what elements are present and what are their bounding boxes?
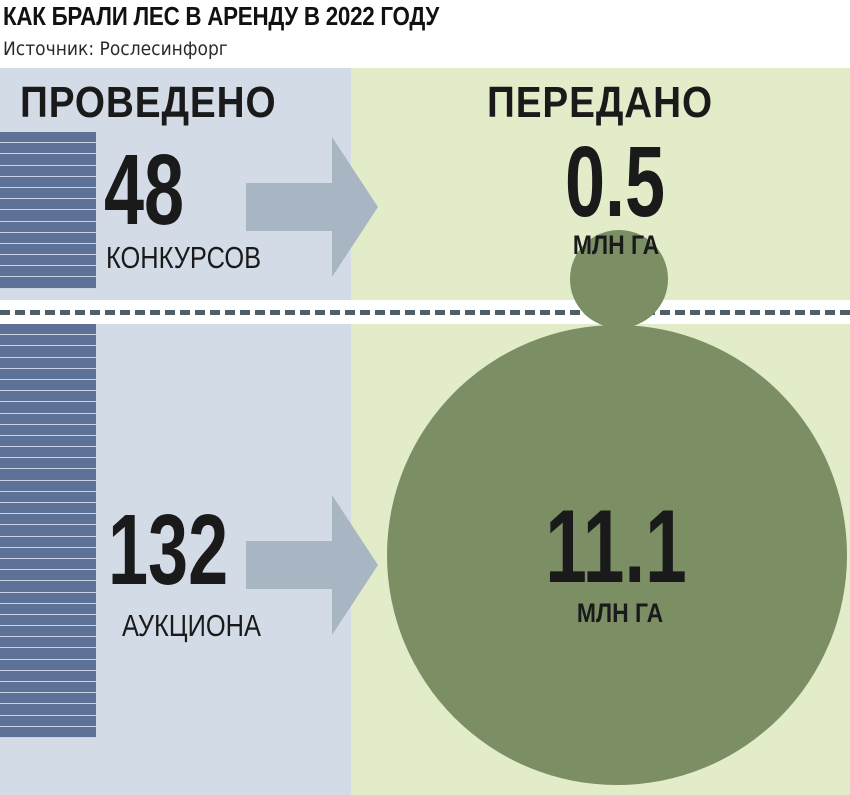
contest-unit — [0, 132, 96, 143]
transferred-header: ПЕРЕДАНО — [487, 78, 713, 128]
auction-unit — [0, 414, 96, 425]
contests-count: 48 — [104, 140, 184, 240]
chart-source: Источник: Рослесинфорг — [3, 38, 228, 60]
auctions-label: АУКЦИОНА — [122, 610, 261, 641]
auctions-arrow-shape — [246, 495, 378, 635]
auction-unit — [0, 570, 96, 581]
auction-unit — [0, 716, 96, 727]
auction-unit — [0, 425, 96, 436]
auction-unit — [0, 548, 96, 559]
contest-unit — [0, 177, 96, 188]
auction-unit — [0, 626, 96, 637]
auction-unit — [0, 335, 96, 346]
auction-unit — [0, 346, 96, 357]
contest-unit — [0, 154, 96, 165]
auction-unit — [0, 559, 96, 570]
auction-unit — [0, 604, 96, 615]
contests-unit-bars — [0, 132, 96, 300]
contest-unit — [0, 233, 96, 244]
auction-unit — [0, 324, 96, 335]
auction-unit — [0, 671, 96, 682]
contest-unit — [0, 255, 96, 266]
auction-unit — [0, 637, 96, 648]
auction-unit — [0, 436, 96, 447]
auction-unit — [0, 660, 96, 671]
chart-title: КАК БРАЛИ ЛЕС В АРЕНДУ В 2022 ГОДУ — [3, 1, 439, 32]
dashed-divider — [0, 310, 850, 315]
auction-unit — [0, 503, 96, 514]
auction-unit — [0, 514, 96, 525]
auction-unit — [0, 525, 96, 536]
auctions-area-unit: МЛН ГА — [577, 600, 663, 627]
auction-unit — [0, 447, 96, 458]
auction-unit — [0, 380, 96, 391]
auction-unit — [0, 492, 96, 503]
contest-unit — [0, 244, 96, 255]
auction-unit — [0, 704, 96, 715]
auction-unit — [0, 537, 96, 548]
contests-arrow-shape — [246, 137, 378, 277]
auctions-area-value: 11.1 — [545, 495, 687, 599]
contest-unit — [0, 277, 96, 288]
auction-unit — [0, 481, 96, 492]
auction-unit — [0, 458, 96, 469]
contests-area-value: 0.5 — [565, 132, 665, 232]
auctions-unit-bars — [0, 324, 96, 795]
contest-unit — [0, 199, 96, 210]
auction-unit — [0, 693, 96, 704]
auction-unit — [0, 682, 96, 693]
contest-unit — [0, 188, 96, 199]
auction-unit — [0, 648, 96, 659]
auction-unit — [0, 391, 96, 402]
auction-unit — [0, 369, 96, 380]
contest-unit — [0, 210, 96, 221]
auction-unit — [0, 358, 96, 369]
auctions-arrow — [246, 495, 378, 635]
contests-arrow — [246, 137, 378, 277]
auction-unit — [0, 593, 96, 604]
auction-unit — [0, 469, 96, 480]
auctions-count: 132 — [108, 500, 228, 600]
contest-unit — [0, 266, 96, 277]
held-header: ПРОВЕДЕНО — [20, 78, 276, 128]
contest-unit — [0, 222, 96, 233]
contest-unit — [0, 166, 96, 177]
contests-label: КОНКУРСОВ — [106, 242, 261, 273]
contests-area-unit: МЛН ГА — [573, 232, 659, 259]
auction-unit — [0, 727, 96, 738]
auction-unit — [0, 581, 96, 592]
auction-unit — [0, 402, 96, 413]
contest-unit — [0, 143, 96, 154]
auction-unit — [0, 615, 96, 626]
